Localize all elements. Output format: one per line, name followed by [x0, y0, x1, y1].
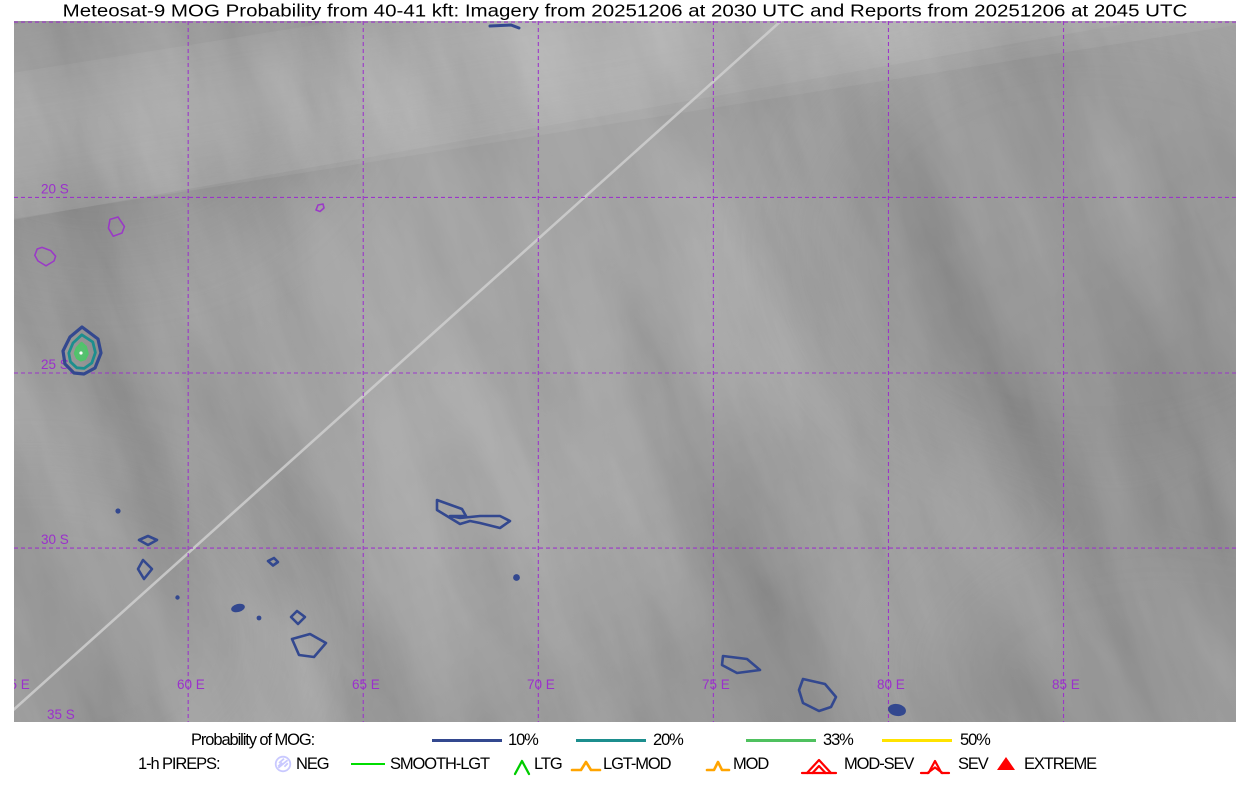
svg-text:EXTREME: EXTREME: [1024, 755, 1097, 773]
svg-text:10%: 10%: [508, 731, 539, 749]
svg-text:LGT-MOD: LGT-MOD: [603, 755, 672, 773]
svg-text:1-h PIREPS:: 1-h PIREPS:: [138, 755, 220, 773]
svg-text:75 E: 75 E: [702, 677, 730, 692]
svg-text:SEV: SEV: [958, 755, 989, 773]
svg-text:70 E: 70 E: [527, 677, 555, 692]
svg-text:85 E: 85 E: [1052, 677, 1080, 692]
svg-text:35 S: 35 S: [47, 707, 75, 722]
svg-text:20%: 20%: [653, 731, 684, 749]
svg-text:MOD-SEV: MOD-SEV: [844, 755, 914, 773]
svg-text:Probability of MOG:: Probability of MOG:: [191, 731, 315, 749]
svg-text:65 E: 65 E: [352, 677, 380, 692]
svg-text:MOD: MOD: [733, 755, 769, 773]
svg-text:33%: 33%: [823, 731, 854, 749]
svg-text:30 S: 30 S: [41, 532, 69, 547]
svg-text:55 E: 55 E: [14, 677, 30, 692]
svg-text:50%: 50%: [960, 731, 991, 749]
svg-text:LTG: LTG: [534, 755, 562, 773]
svg-text:60 E: 60 E: [177, 677, 205, 692]
svg-text:80 E: 80 E: [877, 677, 905, 692]
svg-text:SMOOTH-LGT: SMOOTH-LGT: [390, 755, 490, 773]
svg-text:NEG: NEG: [296, 755, 329, 773]
svg-text:20 S: 20 S: [41, 182, 69, 197]
